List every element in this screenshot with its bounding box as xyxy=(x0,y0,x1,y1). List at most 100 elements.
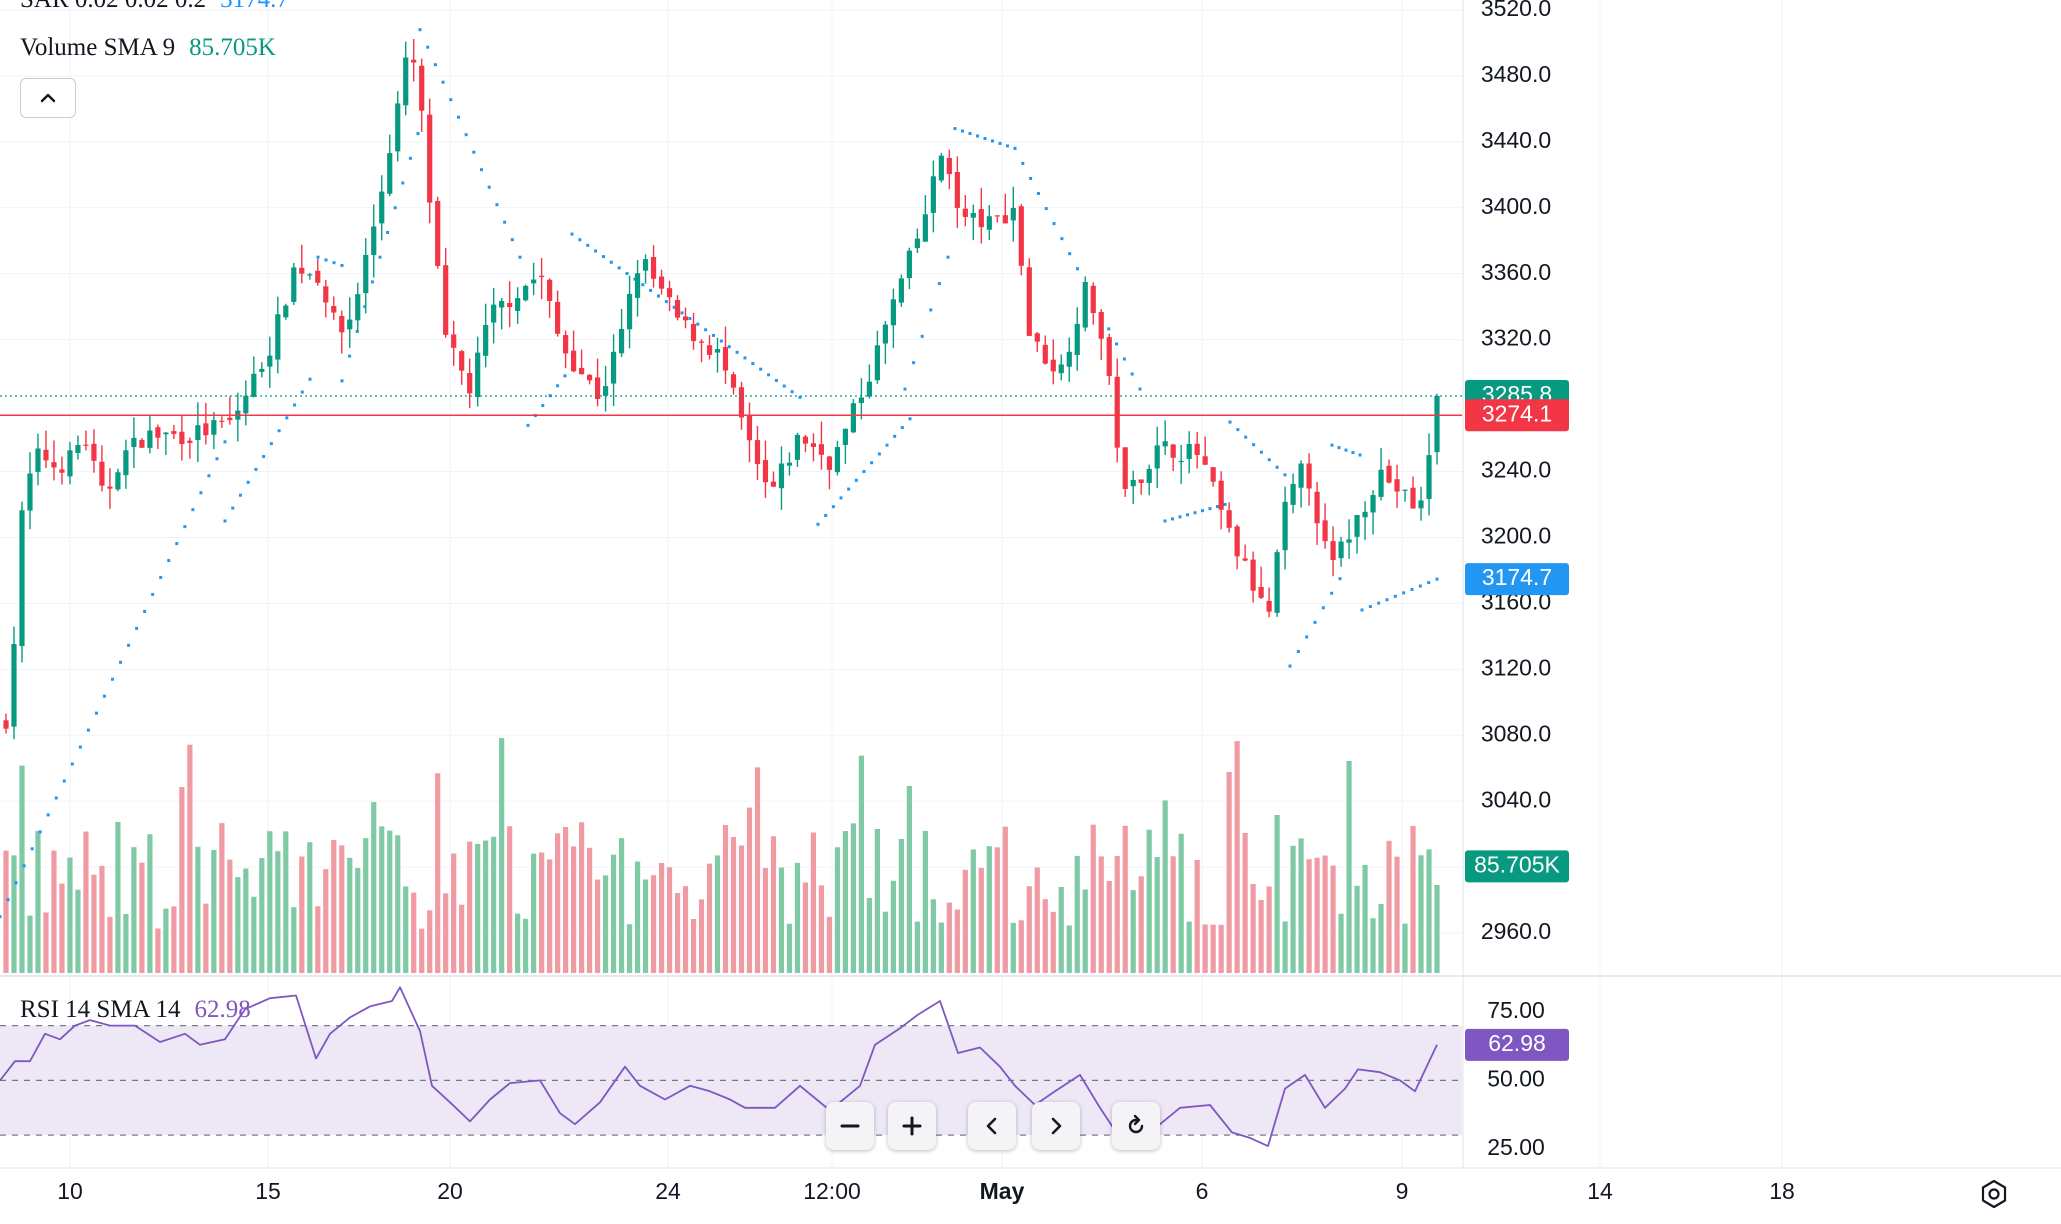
candle-body xyxy=(1170,444,1176,458)
sar-dot xyxy=(1288,664,1292,668)
volume-bar xyxy=(850,823,857,973)
sar-dot xyxy=(1418,584,1422,588)
candle-body xyxy=(906,250,912,279)
sar-dot xyxy=(416,132,420,136)
sar-dot xyxy=(649,288,653,292)
scroll-right-button[interactable] xyxy=(1032,1102,1080,1150)
sar-dot xyxy=(464,133,468,137)
zoom-in-button[interactable] xyxy=(888,1102,936,1150)
sar-dot xyxy=(316,255,320,259)
candle-body xyxy=(1418,500,1424,509)
candle-body xyxy=(1266,600,1272,612)
chart-settings-button[interactable] xyxy=(1976,1176,2012,1212)
rsi-badge: 62.98 xyxy=(1488,1030,1546,1056)
candle-body xyxy=(970,212,976,218)
sar-dot xyxy=(340,379,344,383)
sar-dot xyxy=(854,478,858,482)
volume-bar xyxy=(1058,886,1064,973)
volume-bar xyxy=(1266,886,1272,973)
sar-dot xyxy=(78,745,82,749)
volume-bar xyxy=(746,807,753,973)
candle-body xyxy=(1306,463,1312,489)
volume-bar xyxy=(1010,922,1016,973)
volume-bar xyxy=(315,906,321,973)
sar-dot xyxy=(1283,473,1287,477)
sar-dot xyxy=(920,334,924,338)
collapse-legend-button[interactable] xyxy=(20,78,76,118)
sar-dot xyxy=(246,480,250,484)
volume-bar xyxy=(539,852,545,973)
sar-dot xyxy=(983,136,987,140)
sar-dot xyxy=(609,260,613,264)
candle-body xyxy=(858,397,865,404)
volume-bar xyxy=(291,907,297,973)
reset-chart-button[interactable] xyxy=(1112,1102,1160,1150)
volume-bar xyxy=(1338,913,1344,973)
volume-bar xyxy=(107,916,113,973)
volume-bar xyxy=(610,854,617,973)
volume-bar xyxy=(1082,889,1088,973)
volume-bar xyxy=(1314,857,1320,973)
volume-bar xyxy=(35,830,41,973)
volume-bar xyxy=(139,862,145,973)
legend-sar-value: 3174.7 xyxy=(220,0,289,13)
volume-bar xyxy=(171,906,177,973)
scroll-left-button[interactable] xyxy=(968,1102,1016,1150)
volume-bar xyxy=(219,823,225,973)
volume-bar xyxy=(666,867,673,973)
volume-bar xyxy=(251,896,257,973)
minus-icon xyxy=(840,1124,860,1128)
volume-bar xyxy=(1282,921,1288,973)
volume-bar xyxy=(67,857,73,973)
sar-dot xyxy=(191,508,195,512)
sar-dot xyxy=(839,496,843,500)
candle-body xyxy=(722,347,729,371)
legend-volume: Volume SMA 9 85.705K xyxy=(20,34,276,62)
sar-dot xyxy=(54,796,58,800)
volume-bar xyxy=(83,831,89,973)
sar-dot xyxy=(86,728,90,732)
candle-body xyxy=(11,643,17,727)
candle-body xyxy=(658,276,665,289)
time-tick-label: 20 xyxy=(437,1178,463,1204)
candle-body xyxy=(986,216,992,230)
volume-bar xyxy=(626,924,633,973)
sar-dot xyxy=(625,272,629,276)
candle-body xyxy=(267,355,273,367)
volume-bar xyxy=(1306,859,1312,973)
volume-bar xyxy=(602,875,609,973)
zoom-out-button[interactable] xyxy=(826,1102,874,1150)
candle-body xyxy=(363,254,369,294)
sar-dot xyxy=(893,434,897,438)
sar-dot xyxy=(1193,511,1197,515)
volume-bar xyxy=(1186,921,1192,973)
sar-dot xyxy=(22,864,26,868)
sar-dot xyxy=(998,141,1002,145)
candle-body xyxy=(1314,491,1320,524)
time-tick-label: 12:00 xyxy=(803,1178,861,1204)
volume-bar xyxy=(1018,920,1024,973)
candle-body xyxy=(1122,447,1128,489)
candle-body xyxy=(1154,445,1160,469)
candle-body xyxy=(51,462,57,468)
sar-dot xyxy=(518,255,522,259)
volume-bar xyxy=(890,880,896,973)
candle-body xyxy=(1034,333,1040,342)
candle-body xyxy=(339,315,345,333)
volume-bar xyxy=(1274,814,1280,973)
candle-body xyxy=(347,319,353,330)
volume-bar xyxy=(323,869,329,973)
sar-dot xyxy=(912,361,916,365)
candle-body xyxy=(107,486,113,489)
candle-body xyxy=(1394,479,1400,492)
volume-bar xyxy=(3,850,9,973)
candle-body xyxy=(179,431,185,445)
sar-dot xyxy=(1036,192,1040,196)
sar-dot xyxy=(831,505,835,509)
volume-bar xyxy=(770,836,777,973)
sar-dot xyxy=(541,404,545,408)
volume-bar xyxy=(658,862,665,973)
sar-dot xyxy=(824,513,828,517)
sar-dot xyxy=(1171,517,1174,521)
